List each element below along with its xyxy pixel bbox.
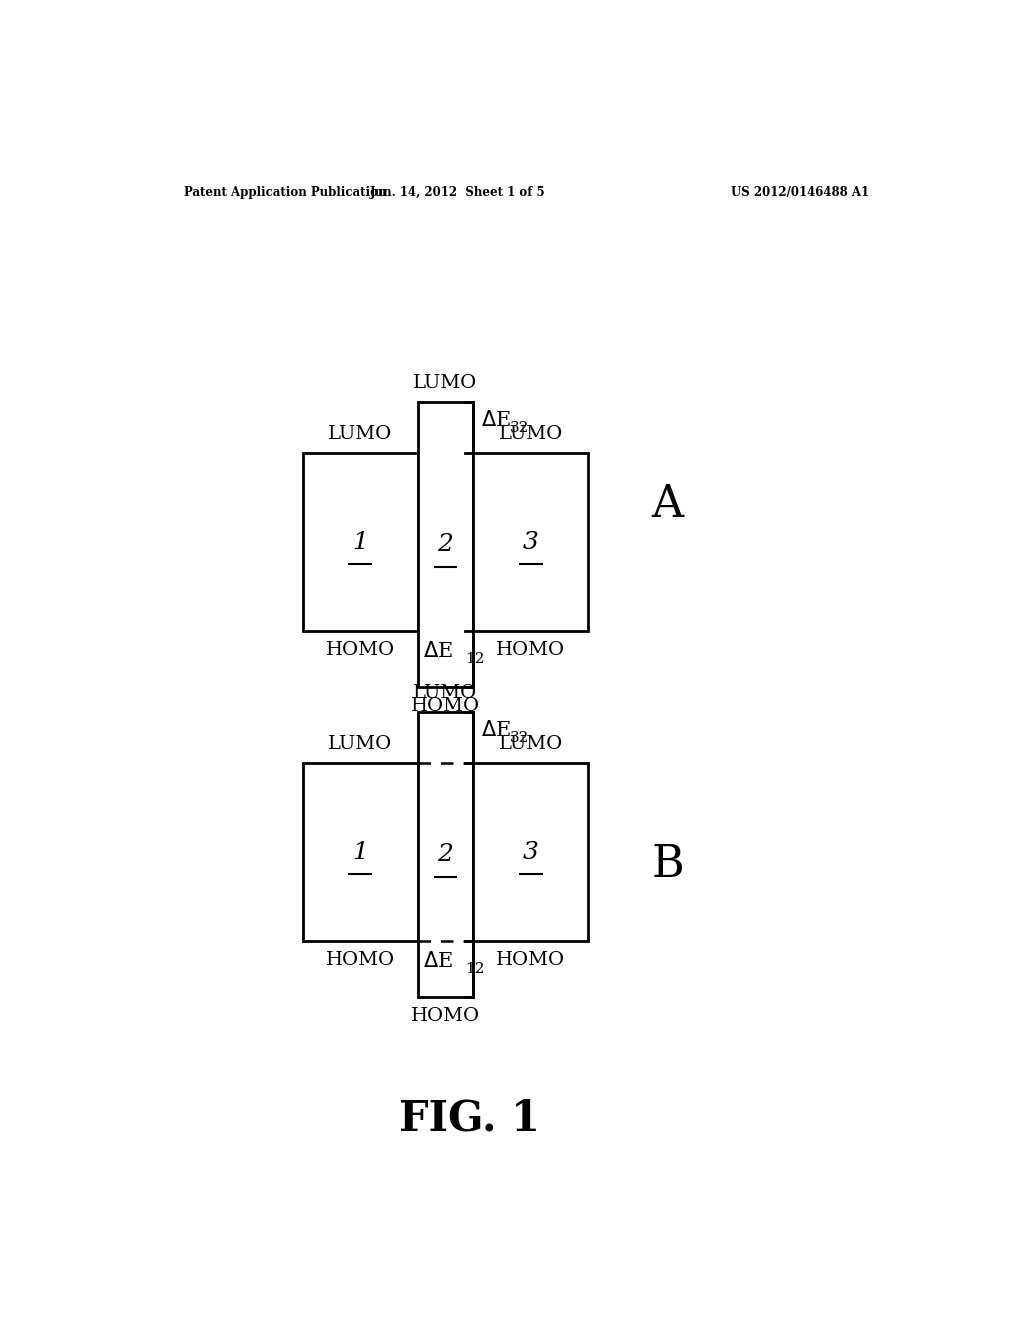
Text: $\Delta$E: $\Delta$E bbox=[481, 719, 511, 739]
Text: Patent Application Publication: Patent Application Publication bbox=[183, 186, 386, 199]
Text: 32: 32 bbox=[510, 421, 529, 434]
Bar bbox=[473, 763, 588, 941]
Text: $\Delta$E: $\Delta$E bbox=[423, 640, 453, 661]
Text: 3: 3 bbox=[523, 841, 539, 863]
Text: 32: 32 bbox=[510, 731, 529, 744]
Text: 2: 2 bbox=[437, 843, 454, 866]
Text: $\Delta$E: $\Delta$E bbox=[481, 409, 511, 429]
Text: B: B bbox=[651, 843, 684, 887]
Text: HOMO: HOMO bbox=[326, 642, 394, 659]
Text: $\Delta$E: $\Delta$E bbox=[423, 950, 453, 970]
Text: 1: 1 bbox=[352, 531, 368, 553]
Text: 1: 1 bbox=[352, 841, 368, 863]
Text: 12: 12 bbox=[465, 962, 484, 975]
Text: FIG. 1: FIG. 1 bbox=[398, 1098, 540, 1140]
Bar bbox=[473, 453, 588, 631]
Bar bbox=[418, 713, 473, 997]
Text: HOMO: HOMO bbox=[411, 1007, 480, 1026]
Text: LUMO: LUMO bbox=[414, 374, 477, 392]
Bar bbox=[303, 453, 418, 631]
Text: Jun. 14, 2012  Sheet 1 of 5: Jun. 14, 2012 Sheet 1 of 5 bbox=[370, 186, 545, 199]
Text: HOMO: HOMO bbox=[411, 697, 480, 715]
Text: A: A bbox=[651, 482, 684, 525]
Text: LUMO: LUMO bbox=[499, 735, 563, 752]
Text: HOMO: HOMO bbox=[497, 952, 565, 969]
Text: HOMO: HOMO bbox=[497, 642, 565, 659]
Bar bbox=[418, 403, 473, 686]
Text: LUMO: LUMO bbox=[499, 425, 563, 444]
Text: 12: 12 bbox=[465, 652, 484, 667]
Text: US 2012/0146488 A1: US 2012/0146488 A1 bbox=[731, 186, 869, 199]
Text: 3: 3 bbox=[523, 531, 539, 553]
Text: LUMO: LUMO bbox=[328, 425, 392, 444]
Text: HOMO: HOMO bbox=[326, 952, 394, 969]
Text: LUMO: LUMO bbox=[414, 684, 477, 702]
Text: 2: 2 bbox=[437, 533, 454, 556]
Bar bbox=[303, 763, 418, 941]
Text: LUMO: LUMO bbox=[328, 735, 392, 752]
